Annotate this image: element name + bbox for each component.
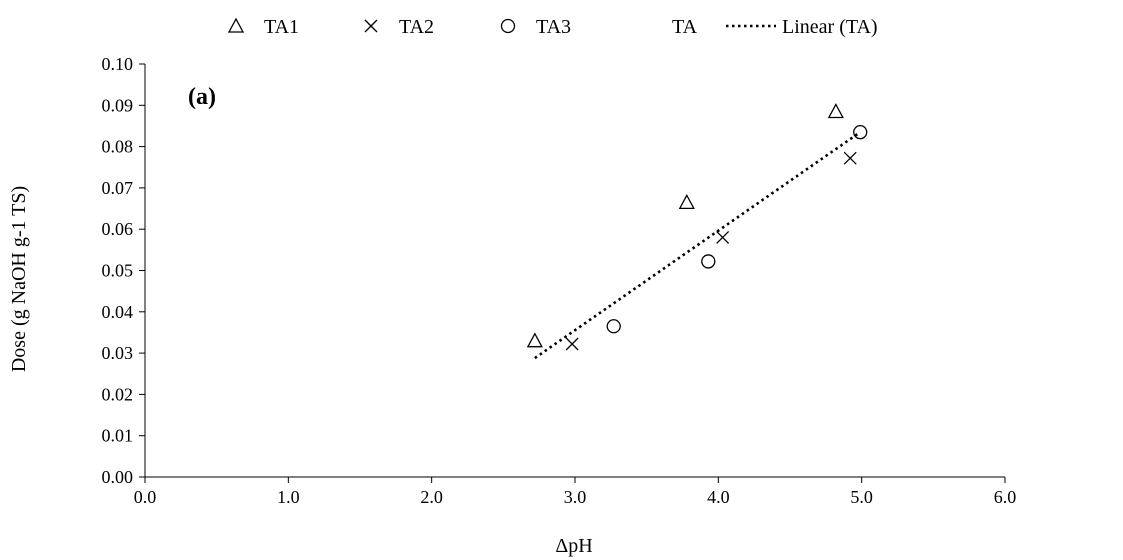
data-point-ta3 <box>606 319 621 334</box>
x-tick-label: 2.0 <box>420 487 443 507</box>
legend-label-ta1: TA1 <box>264 16 299 38</box>
data-point-ta1 <box>678 193 695 210</box>
y-tick-label: 0.07 <box>102 178 134 198</box>
legend-label-ta3: TA3 <box>536 16 571 38</box>
y-tick-label: 0.04 <box>102 302 134 322</box>
legend-marker-ta2 <box>364 19 378 33</box>
x-axis-title: ΔpH <box>555 535 592 557</box>
y-tick-label: 0.10 <box>102 54 134 74</box>
data-point-ta3 <box>701 254 716 269</box>
y-tick-label: 0.03 <box>102 343 134 363</box>
y-tick-label: 0.01 <box>102 426 134 446</box>
x-tick-label: 0.0 <box>134 487 157 507</box>
data-point-ta2 <box>843 151 857 165</box>
x-tick-label: 6.0 <box>994 487 1017 507</box>
legend-marker-ta3 <box>500 18 516 34</box>
y-tick-label: 0.05 <box>102 261 134 281</box>
y-tick-label: 0.00 <box>102 467 134 487</box>
legend: TA1 TA2 TA3 TA Linear (TA) <box>227 16 878 38</box>
legend-marker-ta1 <box>227 17 245 33</box>
x-tick-label: 3.0 <box>564 487 587 507</box>
data-point-ta2 <box>565 337 579 351</box>
x-tick-label: 1.0 <box>277 487 300 507</box>
y-tick-label: 0.02 <box>102 384 134 404</box>
y-tick-label: 0.06 <box>102 219 134 239</box>
y-axis-title: Dose (g NaOH g-1 TS) <box>8 186 30 372</box>
trendline <box>534 131 861 360</box>
y-tick-label: 0.09 <box>102 95 134 115</box>
data-point-ta3 <box>853 124 868 140</box>
legend-label-ta2: TA2 <box>399 16 434 38</box>
legend-label-trendline: Linear (TA) <box>782 16 878 38</box>
data-point-ta1 <box>827 103 844 119</box>
panel-label: (a) <box>188 84 216 110</box>
legend-label-ta: TA <box>672 16 698 38</box>
x-tick-label: 4.0 <box>707 487 730 507</box>
plot-area: 0.00 0.01 0.02 0.03 0.04 0.05 0.06 0.07 0.08 0.09… <box>102 54 1017 507</box>
x-tick-label: 5.0 <box>850 487 873 507</box>
y-tick-label: 0.08 <box>102 137 134 157</box>
data-point-ta1 <box>526 332 543 348</box>
data-point-ta2 <box>716 231 730 244</box>
